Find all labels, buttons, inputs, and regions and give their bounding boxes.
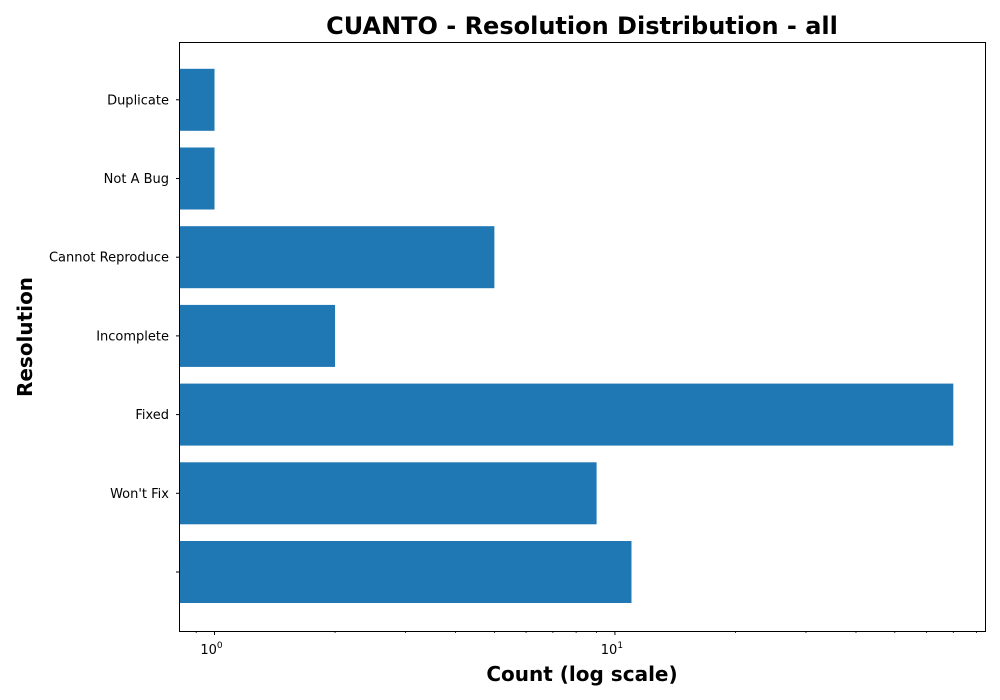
x-tick-label: 100 bbox=[200, 641, 223, 658]
y-tick-label: Fixed bbox=[135, 408, 169, 423]
y-tick-label: Won't Fix bbox=[110, 487, 169, 502]
x-tick-label: 101 bbox=[601, 641, 623, 658]
bars-group bbox=[180, 68, 954, 603]
bar-fixed bbox=[180, 383, 954, 446]
bar-not-a-bug bbox=[180, 147, 215, 210]
bar-incomplete bbox=[180, 304, 336, 367]
bar-blank bbox=[180, 541, 632, 603]
y-tick-label: Cannot Reproduce bbox=[49, 251, 169, 266]
y-tick-label: Not A Bug bbox=[104, 172, 169, 187]
bar-cannot-reproduce bbox=[180, 226, 495, 289]
ticks-group: Won't Fix Fixed Incomplete Cannot Reproduce… bbox=[49, 93, 977, 658]
y-axis-label: Resolution bbox=[13, 277, 37, 397]
y-tick-label: Incomplete bbox=[96, 329, 169, 344]
y-tick-label: Duplicate bbox=[107, 93, 169, 108]
bar-duplicate bbox=[180, 68, 215, 131]
plot-frame bbox=[179, 42, 986, 632]
chart-title: CUANTO - Resolution Distribution - all bbox=[326, 12, 838, 40]
x-axis-label: Count (log scale) bbox=[486, 662, 677, 686]
bar-won-t-fix bbox=[180, 462, 597, 525]
